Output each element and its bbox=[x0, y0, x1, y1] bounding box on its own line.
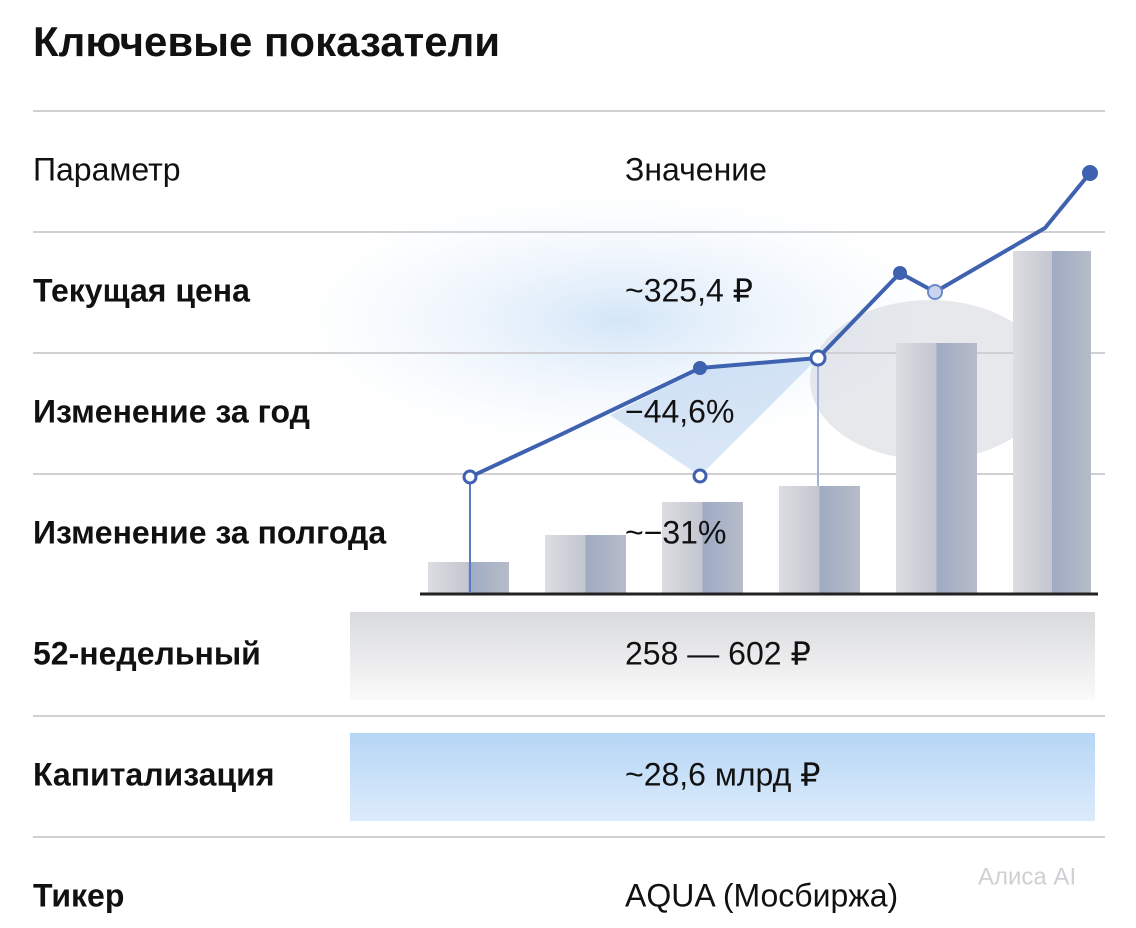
decor-point bbox=[893, 266, 907, 280]
row-value: AQUA (Мосбиржа) bbox=[625, 877, 898, 913]
row-label: Изменение за полгода bbox=[33, 514, 386, 550]
decor-bar bbox=[1013, 251, 1091, 593]
row-band bbox=[350, 733, 1095, 821]
decor-shade bbox=[610, 358, 818, 476]
decor-point bbox=[1082, 165, 1098, 181]
row-value: ~−31% bbox=[625, 514, 726, 550]
decor-line bbox=[469, 171, 1092, 479]
watermark: Алиса AI bbox=[978, 863, 1076, 890]
decor-bar bbox=[662, 502, 743, 593]
row-label: Капитализация bbox=[33, 756, 274, 792]
decor-point bbox=[693, 361, 707, 375]
row-value: ~28,6 млрд ₽ bbox=[625, 756, 821, 792]
header-cell: Значение bbox=[625, 151, 767, 187]
row-label: 52-недельный bbox=[33, 635, 261, 671]
decor-point bbox=[809, 349, 827, 367]
decor-bar bbox=[545, 535, 626, 593]
decor-bar bbox=[896, 343, 977, 593]
table-body: Текущая цена ~325,4 ₽ Изменение за год −44,… bbox=[33, 272, 898, 913]
decor-bar bbox=[428, 562, 509, 593]
decor-chart bbox=[420, 165, 1098, 596]
decor-point bbox=[927, 284, 943, 300]
row-value: −44,6% bbox=[625, 393, 734, 429]
row-label: Тикер bbox=[33, 877, 124, 913]
header-cell: Параметр bbox=[33, 151, 181, 187]
row-label: Текущая цена bbox=[33, 272, 250, 308]
row-value: ~325,4 ₽ bbox=[625, 272, 753, 308]
decor-point bbox=[462, 469, 478, 485]
decor-cloud bbox=[290, 190, 950, 450]
row-label: Изменение за год bbox=[33, 393, 310, 429]
page-title: Ключевые показатели bbox=[33, 18, 500, 65]
decor-bar bbox=[779, 486, 860, 593]
decor-point bbox=[692, 468, 708, 484]
row-band bbox=[350, 612, 1095, 700]
row-value: 258 — 602 ₽ bbox=[625, 635, 811, 671]
